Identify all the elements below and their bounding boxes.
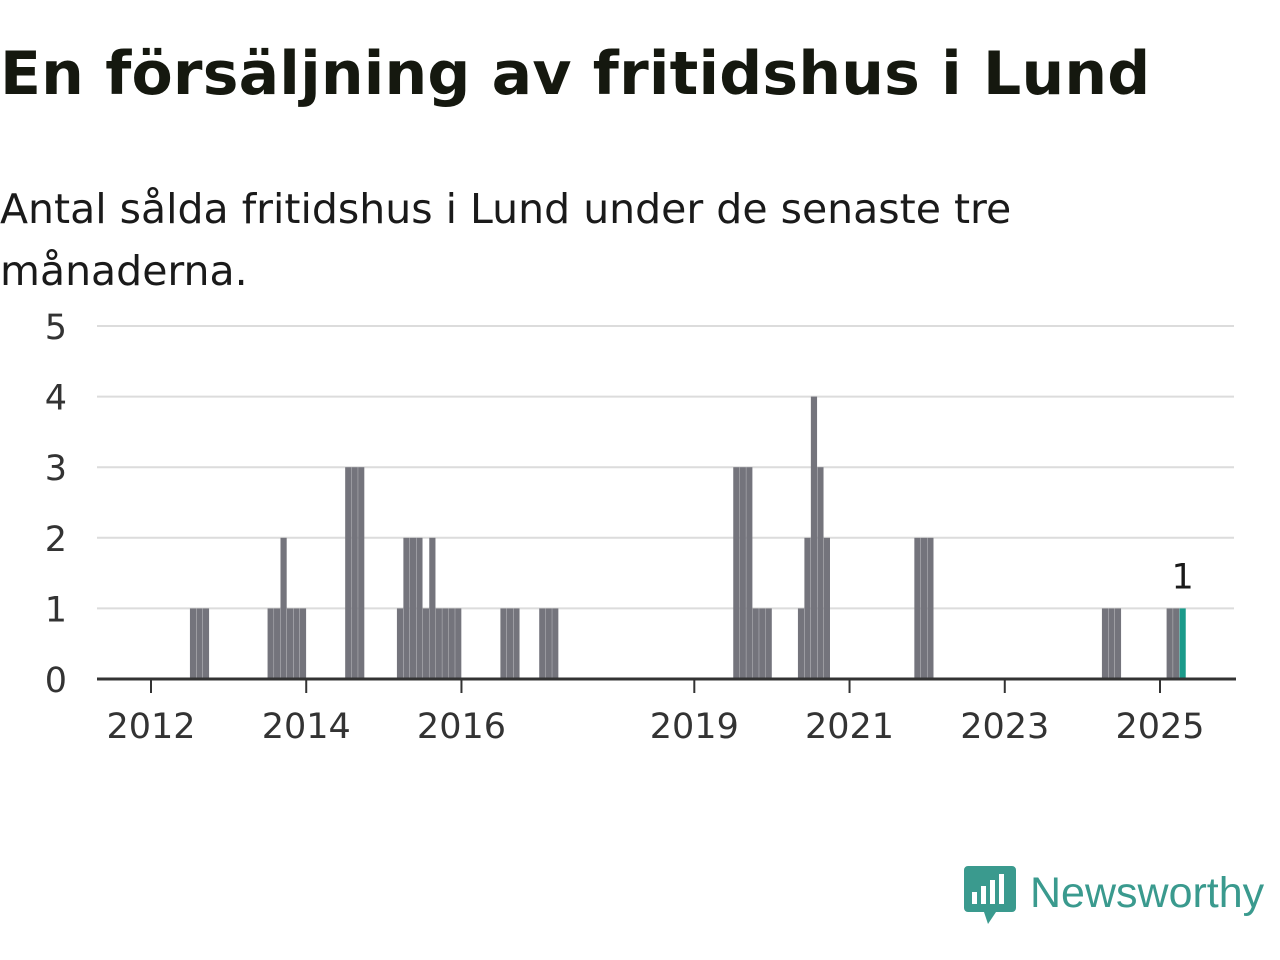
bar — [797, 608, 805, 679]
newsworthy-logo-icon — [964, 866, 1016, 924]
bar — [299, 608, 307, 679]
y-tick-label: 0 — [45, 661, 67, 701]
bar — [545, 608, 552, 679]
bar — [752, 608, 759, 679]
bar — [442, 608, 449, 679]
bar — [817, 467, 824, 679]
bar — [429, 537, 436, 679]
chart-title: En försäljning av fritidshus i Lund — [0, 39, 1151, 109]
y-tick-label: 3 — [45, 449, 67, 489]
bar — [810, 396, 818, 679]
bar — [513, 608, 520, 679]
x-tick-label: 2021 — [805, 707, 894, 747]
y-tick-label: 2 — [45, 520, 67, 560]
y-axis: 0 1 2 3 4 5 — [45, 308, 67, 701]
bar — [416, 537, 423, 679]
bar — [823, 537, 830, 679]
x-tick-label: 2012 — [106, 707, 195, 747]
bar — [1173, 608, 1180, 679]
bar — [202, 608, 210, 679]
y-tick-label: 1 — [45, 590, 67, 630]
chart-subtitle: Antal sålda fritidshus i Lund under de s… — [0, 185, 1012, 295]
bar — [1101, 608, 1109, 679]
bar — [804, 537, 811, 679]
bar — [351, 467, 358, 679]
bar — [759, 608, 766, 679]
bar — [455, 608, 462, 679]
bar — [746, 467, 753, 679]
bar — [422, 608, 429, 679]
bar — [403, 537, 410, 679]
bar — [1179, 608, 1186, 679]
brand-logo: Newsworthy — [964, 864, 1264, 928]
bar — [358, 467, 365, 679]
bar — [286, 608, 294, 679]
bar — [274, 608, 281, 679]
bar — [506, 608, 514, 679]
bar — [293, 608, 300, 679]
bars — [189, 396, 1186, 679]
y-tick-label: 4 — [45, 379, 67, 419]
bar — [1114, 608, 1122, 679]
brand-name: Newsworthy — [1030, 869, 1265, 917]
data-label: 1 — [1171, 557, 1193, 597]
bar — [500, 608, 507, 679]
bar — [552, 608, 559, 679]
x-tick-label: 2023 — [960, 707, 1049, 747]
x-axis: 2012 2014 2016 2019 2021 2023 2025 — [97, 677, 1236, 747]
x-tick-label: 2014 — [262, 707, 351, 747]
grid-lines — [97, 325, 1234, 610]
bar — [448, 608, 455, 679]
x-tick-label: 2019 — [650, 707, 739, 747]
bar — [1166, 608, 1173, 679]
bar — [435, 608, 442, 679]
x-tick-label: 2025 — [1115, 707, 1204, 747]
bar — [396, 608, 404, 679]
bar — [920, 537, 928, 679]
y-tick-label: 5 — [45, 308, 67, 348]
bar — [739, 467, 746, 679]
bar — [765, 608, 772, 679]
bar — [539, 608, 546, 679]
bar — [733, 467, 740, 679]
annotations: 1 — [1171, 557, 1193, 597]
bar — [345, 467, 352, 679]
bar — [267, 608, 274, 679]
bar — [196, 608, 203, 679]
bar — [280, 537, 287, 679]
bar — [409, 537, 417, 679]
bar — [914, 537, 921, 679]
bar — [189, 608, 197, 679]
bar-chart: 0 1 2 3 4 5 2012 2014 2016 2019 2021 2023 2025 1 — [45, 308, 1236, 747]
bar — [927, 537, 934, 679]
bar — [1108, 608, 1115, 679]
x-tick-label: 2016 — [417, 707, 506, 747]
